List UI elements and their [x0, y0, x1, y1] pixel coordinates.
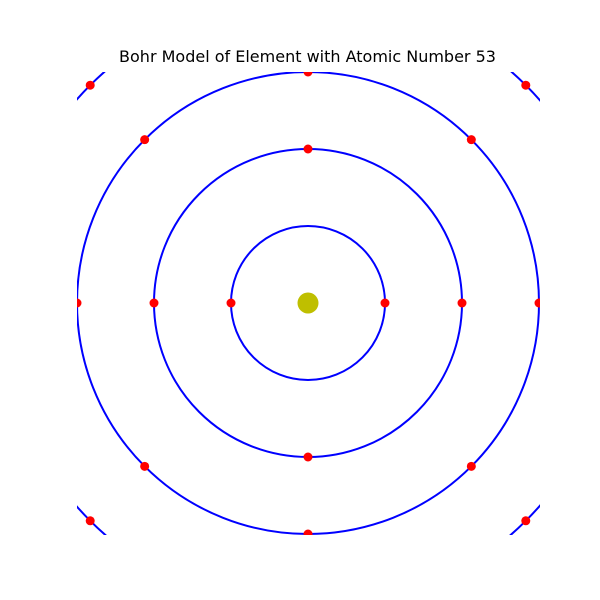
electron-shell-4-6	[186, 14, 195, 23]
electron-shell-4-11	[85, 516, 95, 526]
electron-shell-4-14	[421, 583, 430, 592]
electron-shell-4-12	[186, 583, 195, 592]
electron-shell-2-4	[303, 452, 313, 462]
electron-shell-3-1	[534, 298, 540, 308]
electron-shell-4-3	[521, 80, 531, 90]
electron-shell-4-8	[19, 181, 28, 190]
electron-shell-3-2	[466, 135, 476, 145]
electron-shell-4-7	[85, 80, 95, 90]
electron-shell-3-4	[140, 135, 150, 145]
electron-shell-3-3	[303, 72, 313, 77]
figure-title: Bohr Model of Element with Atomic Number…	[119, 47, 496, 66]
electron-shell-3-5	[77, 298, 82, 308]
electron-shell-4-10	[19, 416, 28, 425]
electron-shell-3-6	[140, 461, 150, 471]
electron-shell-4-15	[521, 516, 531, 526]
electron-shell-2-2	[303, 144, 313, 154]
electron-shell-4-4	[421, 14, 430, 23]
electron-shell-2-1	[457, 298, 467, 308]
electron-shell-3-8	[466, 461, 476, 471]
electron-shell-4-2	[588, 181, 597, 190]
electron-shell-3-7	[303, 529, 313, 535]
nucleus	[297, 292, 319, 314]
electron-shell-4-9	[0, 299, 5, 308]
electron-shell-1-2	[226, 298, 236, 308]
electron-shell-2-3	[149, 298, 159, 308]
electron-shell-4-16	[588, 416, 597, 425]
electron-shell-1-1	[380, 298, 390, 308]
